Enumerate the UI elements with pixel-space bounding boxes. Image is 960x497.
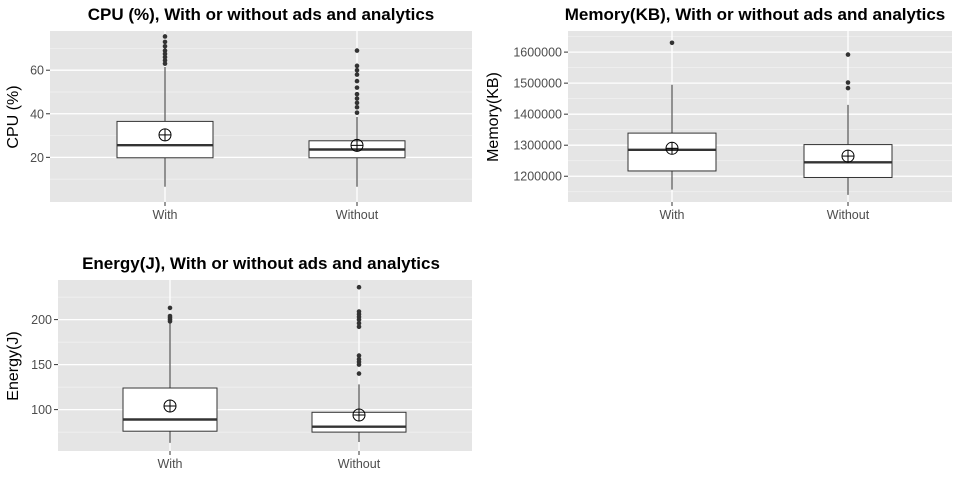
outlier-point bbox=[354, 48, 360, 53]
energy-boxplot: 100 150 200 With Without bbox=[31, 280, 472, 471]
energy-box-with bbox=[122, 305, 218, 443]
energy-chart-title: Energy(J), With or without ads and analy… bbox=[82, 254, 440, 273]
memory-box-with bbox=[627, 40, 717, 190]
cpu-panel-background bbox=[50, 31, 472, 202]
cpu-y-tick-label: 40 bbox=[30, 107, 44, 121]
memory-y-tick-label: 1200000 bbox=[513, 170, 562, 184]
energy-y-tick-label: 100 bbox=[31, 403, 52, 417]
outlier-point bbox=[354, 67, 360, 73]
cpu-y-tick-label: 60 bbox=[30, 64, 44, 78]
outlier-point bbox=[354, 96, 360, 101]
outlier-point bbox=[356, 309, 362, 314]
outlier-point bbox=[162, 51, 168, 57]
energy-y-tick-label: 200 bbox=[31, 313, 52, 327]
outlier-point bbox=[354, 63, 360, 69]
outlier-point bbox=[356, 353, 362, 358]
outlier-point bbox=[845, 80, 851, 85]
outlier-point bbox=[354, 100, 360, 106]
energy-panel-background bbox=[58, 280, 472, 451]
outlier-point bbox=[354, 110, 360, 115]
cpu-x-tick-label: Without bbox=[336, 208, 379, 222]
memory-y-tick-label: 1500000 bbox=[513, 77, 562, 91]
outlier-point bbox=[354, 72, 360, 77]
outlier-point bbox=[669, 40, 675, 46]
energy-box-without bbox=[311, 284, 407, 442]
memory-x-tick-label: With bbox=[660, 208, 685, 222]
memory-x-tick-label: Without bbox=[827, 208, 870, 222]
outlier-point bbox=[356, 371, 362, 376]
memory-chart-title: Memory(KB), With or without ads and anal… bbox=[564, 5, 946, 24]
outlier-point bbox=[162, 34, 168, 39]
outlier-point bbox=[356, 324, 362, 330]
outlier-point bbox=[167, 313, 173, 319]
outlier-point bbox=[354, 91, 360, 97]
energy-y-tick-label: 150 bbox=[31, 358, 52, 372]
outlier-point bbox=[162, 43, 168, 49]
outlier-point bbox=[354, 85, 360, 90]
outlier-point bbox=[356, 284, 362, 290]
memory-y-tick-label: 1300000 bbox=[513, 139, 562, 153]
cpu-box-with bbox=[116, 34, 214, 187]
cpu-x-tick-label: With bbox=[153, 208, 178, 222]
memory-boxplot: 1200000 1300000 1400000 1500000 1600000 With W… bbox=[513, 31, 952, 222]
outlier-point bbox=[167, 305, 173, 311]
memory-y-tick-label: 1400000 bbox=[513, 108, 562, 122]
outlier-point bbox=[356, 320, 362, 326]
outlier-point bbox=[162, 58, 168, 63]
outlier-point bbox=[162, 39, 168, 45]
cpu-chart-title: CPU (%), With or without ads and analyti… bbox=[87, 5, 435, 24]
outlier-point bbox=[845, 52, 851, 57]
cpu-box-without bbox=[308, 48, 406, 187]
outlier-point bbox=[354, 104, 360, 110]
energy-x-tick-label: Without bbox=[338, 457, 381, 471]
memory-y-tick-label: 1600000 bbox=[513, 46, 562, 60]
cpu-boxplot: 20 40 60 With Without bbox=[30, 31, 472, 222]
outlier-point bbox=[356, 356, 362, 362]
outlier-point bbox=[845, 85, 851, 91]
memory-box-without bbox=[803, 52, 893, 195]
cpu-y-tick-label: 20 bbox=[30, 151, 44, 165]
outlier-point bbox=[162, 61, 168, 66]
outlier-point bbox=[162, 54, 168, 60]
energy-x-tick-label: With bbox=[158, 457, 183, 471]
outlier-point bbox=[354, 78, 360, 84]
outlier-point bbox=[162, 48, 168, 53]
